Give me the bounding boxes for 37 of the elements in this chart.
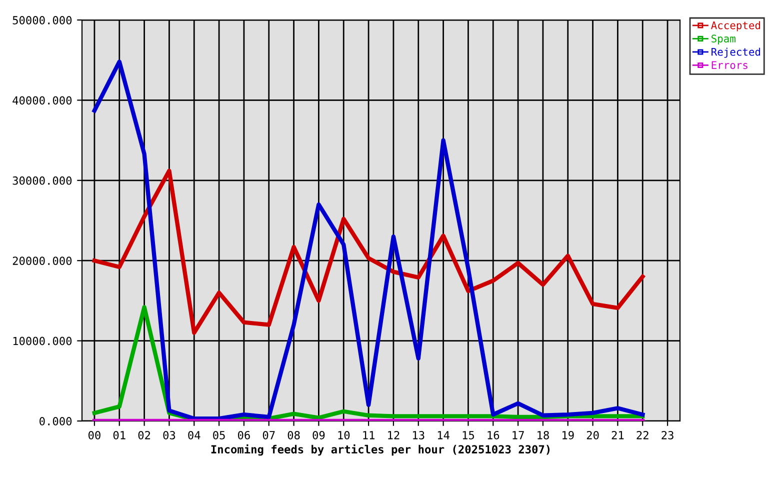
x-tick-label: 17 xyxy=(512,431,524,440)
y-tick-label: 10000.000 xyxy=(13,336,72,346)
y-tick-label: 0.000 xyxy=(40,417,72,426)
y-tick-label: 20000.000 xyxy=(12,256,72,266)
y-tick-label: 50000.000 xyxy=(12,16,72,24)
y-tick-label: 40000.000 xyxy=(12,96,72,105)
x-tick-label: 23 xyxy=(662,430,674,440)
y-tick-label: 30000.000 xyxy=(12,176,72,185)
x-tick-label: 21 xyxy=(612,430,624,440)
x-tick-label: 05 xyxy=(213,430,225,440)
legend-label: Rejected xyxy=(712,48,760,58)
x-tick-label: 07 xyxy=(262,430,275,440)
x-tick-label: 02 xyxy=(138,430,150,440)
x-tick-label: 08 xyxy=(288,430,300,440)
x-tick-label: 09 xyxy=(312,430,325,440)
x-tick-label: 19 xyxy=(562,430,574,440)
legend-label: Accepted xyxy=(711,21,760,32)
x-tick-label: 15 xyxy=(462,431,474,440)
legend-label: Errors xyxy=(712,61,748,70)
x-tick-label: 16 xyxy=(488,430,500,440)
line-series xyxy=(92,168,645,335)
legend-label: Spam xyxy=(712,34,736,45)
x-tick-label: 10 xyxy=(338,430,350,440)
x-tick-label: 04 xyxy=(188,430,200,440)
x-tick-label: 14 xyxy=(438,431,450,440)
x-tick-label: 13 xyxy=(413,430,424,440)
x-tick-label: 03 xyxy=(163,430,176,440)
x-tick-label: 06 xyxy=(238,430,250,440)
x-tick-label: 22 xyxy=(636,430,648,440)
line-series xyxy=(92,60,645,421)
x-tick-label: 01 xyxy=(113,430,126,440)
x-tick-label: 00 xyxy=(88,430,100,440)
x-axis-title: Incoming feeds by articles per hour (20251023 2307) xyxy=(211,444,550,456)
x-tick-label: 12 xyxy=(388,430,400,440)
x-tick-label: 18 xyxy=(538,430,549,440)
x-tick-label: 11 xyxy=(363,431,374,440)
x-tick-label: 20 xyxy=(586,430,599,440)
